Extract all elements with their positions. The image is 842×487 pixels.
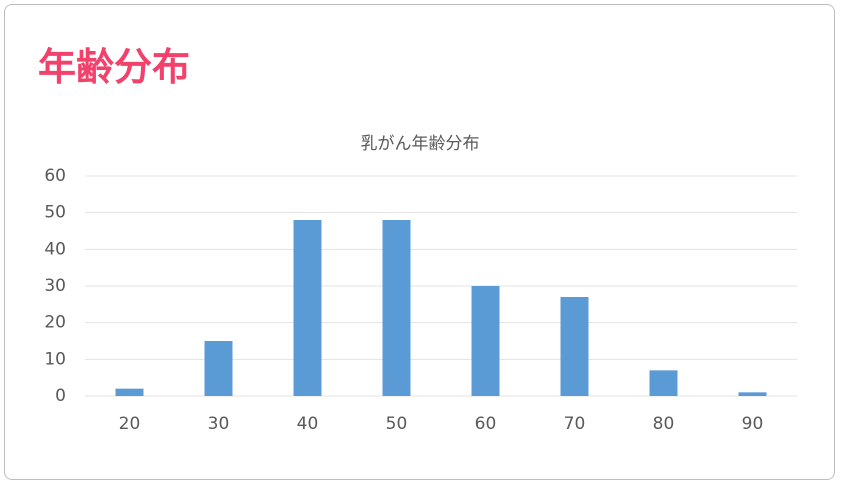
bar (115, 388, 144, 396)
y-tick-label: 60 (44, 166, 66, 186)
bar (560, 297, 589, 396)
x-tick-label: 40 (297, 414, 319, 434)
chart-title: 乳がん年齢分布 (361, 134, 480, 154)
y-tick-label: 20 (44, 313, 66, 333)
bar (471, 286, 500, 396)
bar (738, 392, 767, 396)
y-tick-label: 30 (44, 276, 66, 296)
x-tick-label: 20 (119, 414, 141, 434)
bar (293, 220, 322, 396)
card (4, 4, 835, 480)
heading: 年齢分布 (38, 45, 191, 89)
y-tick-label: 40 (44, 239, 66, 259)
x-tick-label: 90 (742, 414, 764, 434)
bar (382, 220, 411, 396)
y-tick-label: 50 (44, 203, 66, 223)
x-tick-label: 80 (653, 414, 675, 434)
y-tick-label: 0 (55, 386, 66, 406)
x-tick-label: 60 (475, 414, 497, 434)
bar (204, 341, 233, 396)
x-tick-label: 70 (564, 414, 586, 434)
bar (649, 370, 678, 396)
y-tick-label: 10 (44, 349, 66, 369)
x-tick-label: 30 (208, 414, 230, 434)
x-tick-label: 50 (386, 414, 408, 434)
